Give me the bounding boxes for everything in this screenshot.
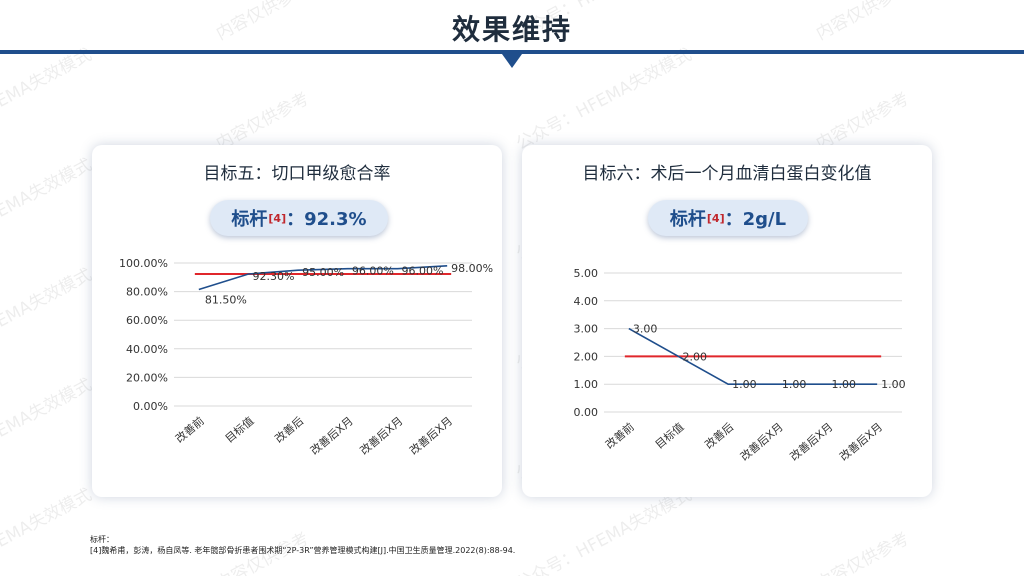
goal-six-card: 目标六：术后一个月血清白蛋白变化值 标杆 [4] ：2g/L 0.00 1.00 2.0… bbox=[522, 145, 932, 497]
data-label: 1.00 bbox=[732, 378, 757, 391]
slide-header: 效果维持 bbox=[0, 0, 1024, 68]
data-label: 96.00% bbox=[352, 265, 394, 278]
slide-title: 效果维持 bbox=[451, 13, 572, 46]
benchmark-value: ：2g/L bbox=[724, 209, 787, 230]
x-tick-label: 改善前 bbox=[602, 420, 636, 452]
goal-five-card: 目标五：切口甲级愈合率 标杆 [4] ：92.3% 0.00% 20.00% 40.00… bbox=[92, 145, 502, 497]
x-tick-label: 改善后X月 bbox=[407, 414, 455, 458]
y-tick-label: 4.00 bbox=[574, 295, 599, 308]
card-title: 目标五：切口甲级愈合率 bbox=[203, 164, 391, 184]
data-label: 3.00 bbox=[633, 323, 658, 336]
y-tick-label: 60.00% bbox=[126, 314, 168, 327]
x-tick-label: 改善后X月 bbox=[357, 414, 405, 458]
benchmark-ref: [4] bbox=[268, 211, 287, 225]
data-label: 92.30% bbox=[253, 270, 295, 283]
benchmark-label: 标杆 bbox=[231, 209, 268, 230]
y-tick-label: 0.00 bbox=[574, 406, 599, 419]
title-divider bbox=[0, 50, 1024, 54]
data-label: 95.00% bbox=[302, 266, 344, 279]
series-line bbox=[628, 327, 878, 385]
x-tick-label: 改善后X月 bbox=[737, 420, 785, 464]
data-label: 1.00 bbox=[832, 378, 857, 391]
y-tick-label: 3.00 bbox=[574, 323, 599, 336]
data-label: 96.00% bbox=[402, 265, 444, 278]
x-tick-label: 目标值 bbox=[222, 414, 256, 446]
y-tick-label: 1.00 bbox=[574, 378, 599, 391]
data-label: 2.00 bbox=[683, 350, 708, 363]
y-tick-label: 80.00% bbox=[126, 286, 168, 299]
benchmark-value: ：92.3% bbox=[286, 209, 367, 230]
data-label: 1.00 bbox=[881, 378, 906, 391]
data-label: 1.00 bbox=[782, 378, 807, 391]
watermark-text: 公众号：HFEMA失效模式 bbox=[0, 155, 95, 264]
data-label: 98.00% bbox=[451, 262, 493, 275]
watermark-text: 公众号：HFEMA失效模式 bbox=[0, 265, 95, 374]
footnote-reference: [4]魏希甫，彭涛，杨自凤等. 老年髋部骨折患者围术期“2P-3R”营养管理模式… bbox=[90, 546, 516, 555]
title-pointer-icon bbox=[502, 54, 522, 68]
healing-rate-chart: 0.00% 20.00% 40.00% 60.00% 80.00% 100.00% 改善前目… bbox=[119, 257, 493, 458]
x-tick-label: 改善后 bbox=[272, 414, 306, 446]
watermark-text: 公众号：HFEMA失效模式 bbox=[0, 375, 95, 484]
watermark-text: 公众号：HFEMA失效模式 bbox=[0, 485, 95, 576]
series-line bbox=[198, 265, 448, 291]
footnote: 标杆： [4]魏希甫，彭涛，杨自凤等. 老年髋部骨折患者围术期“2P-3R”营养… bbox=[90, 534, 515, 556]
benchmark-badge: 标杆 [4] ：92.3% bbox=[210, 200, 388, 236]
benchmark-ref: [4] bbox=[706, 211, 725, 225]
y-tick-label: 100.00% bbox=[119, 257, 168, 270]
x-tick-label: 改善前 bbox=[172, 414, 206, 446]
benchmark-badge: 标杆 [4] ：2g/L bbox=[648, 200, 808, 236]
card-title: 目标六：术后一个月血清白蛋白变化值 bbox=[582, 164, 872, 184]
y-tick-label: 5.00 bbox=[574, 267, 599, 280]
y-tick-label: 20.00% bbox=[126, 371, 168, 384]
x-tick-label: 改善后X月 bbox=[787, 420, 835, 464]
footnote-heading: 标杆： bbox=[90, 535, 114, 544]
y-tick-label: 40.00% bbox=[126, 343, 168, 356]
watermark-text: 内容仅供参考 bbox=[813, 529, 912, 576]
benchmark-label: 标杆 bbox=[669, 209, 706, 230]
x-tick-label: 改善后X月 bbox=[837, 420, 885, 464]
watermark-text: 公众号：HFEMA失效模式 bbox=[513, 485, 695, 576]
x-tick-label: 改善后X月 bbox=[307, 414, 355, 458]
data-label: 81.50% bbox=[205, 293, 247, 306]
x-tick-label: 改善后 bbox=[702, 420, 736, 452]
y-tick-label: 2.00 bbox=[574, 350, 599, 363]
y-tick-label: 0.00% bbox=[133, 400, 168, 413]
x-tick-label: 目标值 bbox=[652, 420, 686, 452]
